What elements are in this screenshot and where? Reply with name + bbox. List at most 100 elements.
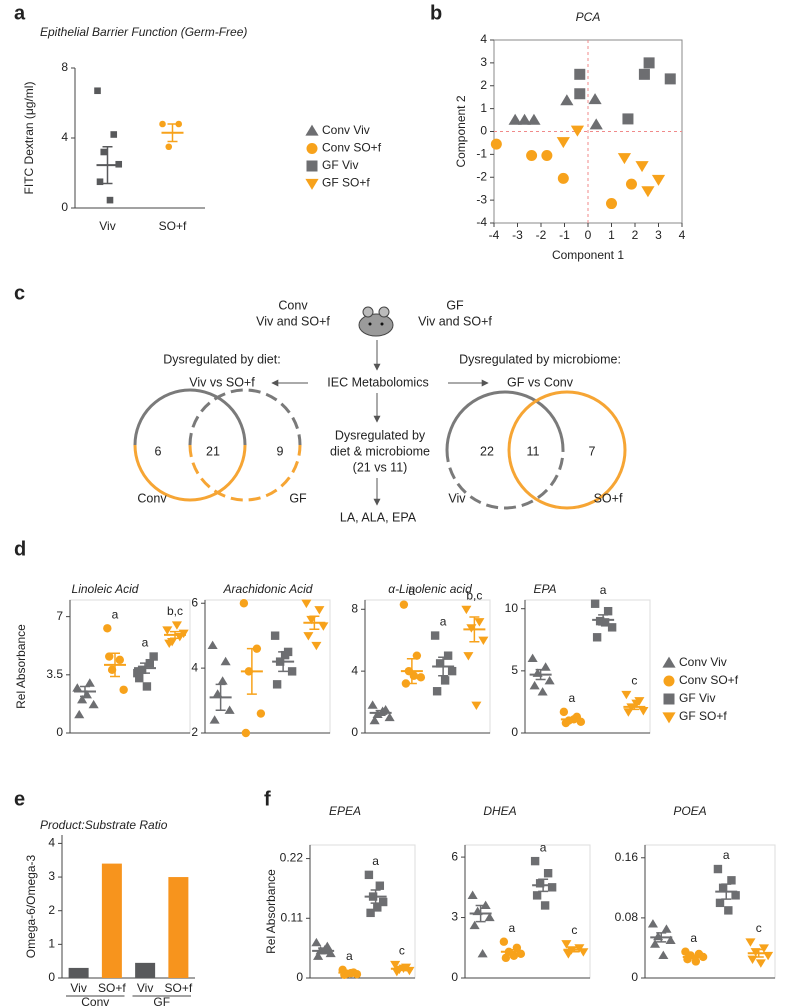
point [600,618,610,627]
point [175,120,183,128]
y-tick-label: 0 [631,970,638,984]
point [638,68,650,80]
point [313,951,324,960]
error-bar [278,651,289,673]
point [416,673,426,682]
y-tick-label: 7 [56,609,63,623]
x-tick-label: -4 [489,228,500,242]
label: LA, ALA, EPA [340,510,417,524]
point [724,906,733,915]
x-tick-label: 2 [632,228,639,242]
y-tick-label: 4 [48,836,55,850]
point [103,624,112,633]
point [311,937,322,947]
point [94,87,101,95]
point [303,632,314,641]
annotation: a [600,583,607,597]
point [638,707,649,716]
point [435,659,445,668]
legend-label: GF SO+f [322,176,370,190]
point [715,898,725,908]
error-bar [475,904,486,923]
point [755,959,766,968]
point [318,622,329,631]
y-axis-label: FITC Dextran (μg/ml) [22,82,36,195]
point [622,113,634,125]
x-tick-label: 3 [655,228,662,242]
group-label: Conv [81,995,109,1006]
x-tick-label: 1 [608,228,615,242]
point [621,690,632,700]
y-tick-label: 4 [61,130,68,144]
point [105,652,114,661]
point [477,948,488,958]
error-bar [110,652,120,678]
point [178,629,189,639]
point [270,631,280,640]
point [239,599,249,608]
point [590,599,600,608]
point [115,160,123,168]
point [463,652,474,661]
point [556,137,570,149]
point [658,950,669,960]
point [570,125,585,137]
annotation: a [372,854,379,868]
y-tick-label: 0 [511,725,518,739]
panel-label: f [264,788,271,810]
point [664,73,676,85]
y-tick-label: 0.08 [615,910,639,924]
point [526,150,538,162]
bar [68,967,89,978]
error-bar [246,647,257,695]
y-tick-label: 10 [505,601,519,615]
point [541,150,553,162]
point [758,944,769,953]
y-tick-label: 0 [296,970,303,984]
label: Dysregulated by [335,428,426,442]
panel-label: b [430,2,442,24]
x-tick-label: Viv [99,219,115,233]
point [430,631,440,640]
point [471,701,482,710]
y-tick-label: 0 [451,970,458,984]
point [623,708,634,717]
point [220,656,231,666]
venn-microbiome [445,390,627,510]
point [207,640,218,649]
point [727,876,736,885]
panel-label: e [14,788,25,810]
point [484,912,495,922]
chart-title: PCA [576,10,601,24]
x-tick-label: Viv [70,981,86,995]
point [399,600,409,609]
point [527,653,538,662]
point [401,679,411,688]
error-bar [656,932,667,943]
legend-label: Conv Viv [322,123,370,137]
annotation: b,c [167,604,183,618]
count: 21 [206,444,220,458]
point [461,605,472,615]
point [509,951,519,961]
point [443,651,453,660]
legend-label: GF Viv [679,691,715,705]
point [557,172,569,184]
bar [135,962,156,978]
y-tick-label: 0.16 [615,850,639,864]
annotation: a [690,931,697,945]
point [527,113,541,125]
point [559,707,569,717]
error-bar [396,966,407,972]
error-bar [538,878,549,893]
chart-title: DHEA [483,804,516,818]
point [74,709,85,719]
annotation: b,c [466,588,482,602]
mouse-icon [358,306,394,337]
y-tick-label: 0 [351,725,358,739]
count: 7 [589,444,596,458]
annotation: a [723,848,730,862]
annotation: a [440,615,447,629]
plot-frame [69,599,191,734]
point [544,675,555,685]
